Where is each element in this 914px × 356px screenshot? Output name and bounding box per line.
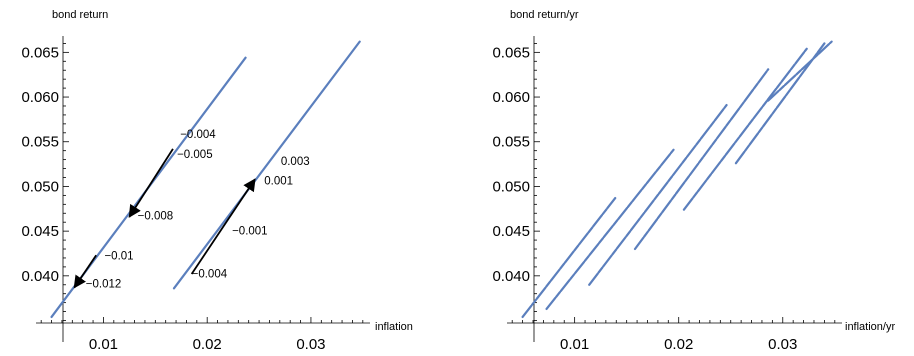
series-line-5 xyxy=(682,47,808,211)
y-tick-label: 0.040 xyxy=(492,268,530,285)
x-tick-label: 0.03 xyxy=(768,336,797,353)
x-tick-label: 0.02 xyxy=(664,336,693,353)
chart-panel-1: 0.040 0.045 0.050 0.055 0.060 0.065 0.01 0.02 0.… xyxy=(21,9,412,353)
series-line-2 xyxy=(545,148,675,311)
y-tick-label: 0.065 xyxy=(21,44,59,61)
point-annotation: 0.003 xyxy=(281,156,310,168)
y-tick-label: 0.055 xyxy=(492,134,530,151)
y-tick-label: 0.065 xyxy=(492,44,530,61)
y-tick-label: 0.040 xyxy=(21,268,59,285)
y-axis-title: bond return/yr xyxy=(510,9,579,21)
point-annotation: −0.008 xyxy=(138,211,174,223)
x-tick-label: 0.03 xyxy=(296,336,325,353)
point-annotation: −0.005 xyxy=(177,149,213,161)
y-tick-label: 0.055 xyxy=(21,134,59,151)
series-line-3 xyxy=(588,103,728,286)
y-tick-label: 0.045 xyxy=(21,223,59,240)
trajectory-arrow-1 xyxy=(128,148,174,218)
point-annotation: −0.004 xyxy=(180,129,216,141)
series-line-1 xyxy=(521,196,617,319)
x-tick-label: 0.01 xyxy=(560,336,589,353)
chart-panel-2: 0.040 0.045 0.050 0.055 0.060 0.065 0.01 0.02 0.… xyxy=(492,9,895,353)
y-tick-label: 0.060 xyxy=(492,89,530,106)
x-axis-title: inflation xyxy=(375,321,413,333)
y-tick-label: 0.050 xyxy=(21,178,59,195)
point-annotation: −0.004 xyxy=(192,269,228,281)
trajectory-arrow-2 xyxy=(73,254,97,289)
series-line-2 xyxy=(172,40,361,290)
point-annotation: −0.001 xyxy=(232,226,268,238)
series-line-7 xyxy=(767,40,833,102)
trajectory-arrow-3 xyxy=(190,178,256,275)
x-axis-title: inflation/yr xyxy=(845,321,895,333)
point-annotation: 0.001 xyxy=(264,176,293,188)
x-tick-label: 0.02 xyxy=(193,336,222,353)
point-annotation: −0.01 xyxy=(104,251,133,263)
point-annotation: −0.012 xyxy=(86,278,122,290)
y-tick-label: 0.050 xyxy=(492,178,530,195)
x-tick-label: 0.01 xyxy=(89,336,118,353)
y-tick-label: 0.060 xyxy=(21,89,59,106)
y-axis-title: bond return xyxy=(52,9,108,21)
y-tick-label: 0.045 xyxy=(492,223,530,240)
series-line-4 xyxy=(633,68,770,251)
